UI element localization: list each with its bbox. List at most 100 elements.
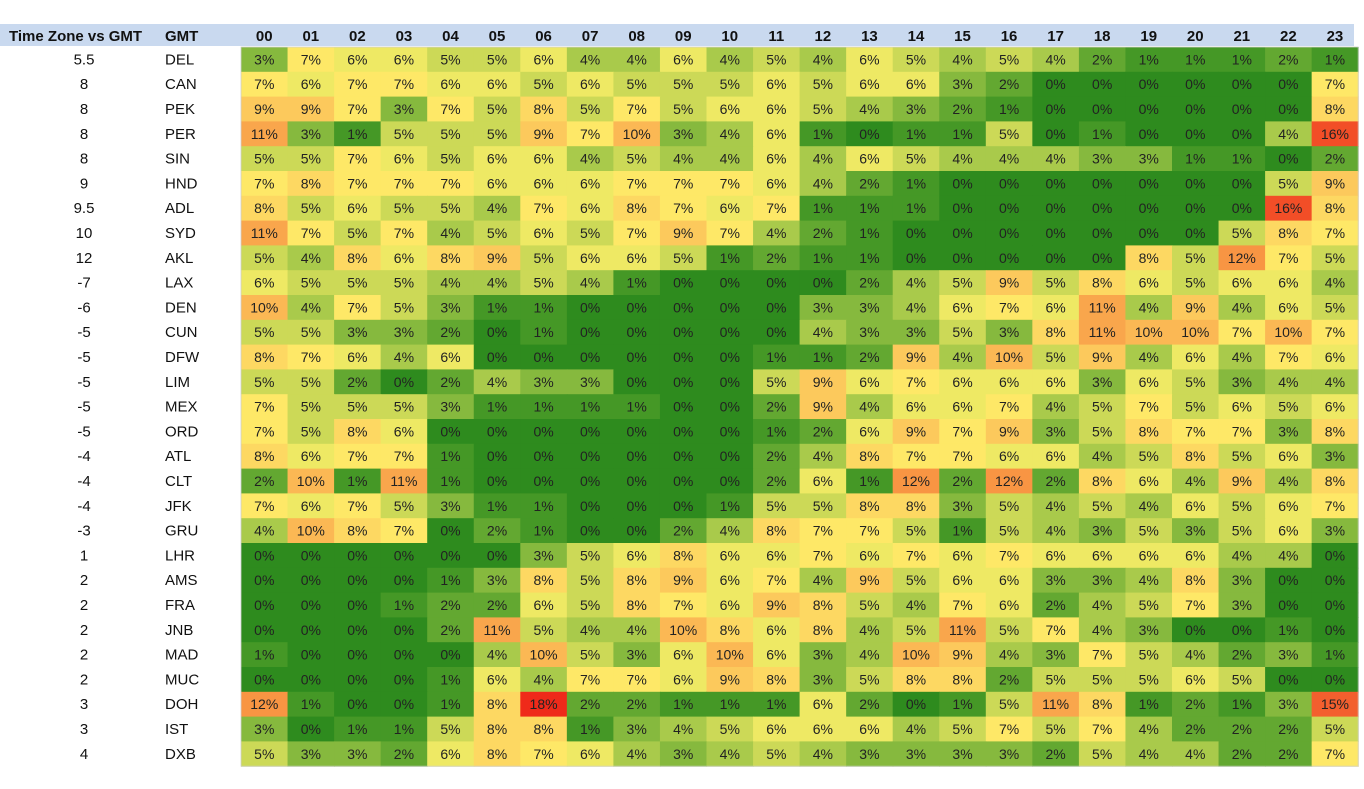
cell-value-label: 12% [902, 473, 930, 489]
cell-value-label: 1% [673, 696, 693, 712]
heatmap-cell [939, 543, 987, 569]
heatmap-cell [846, 146, 894, 172]
cell-value-label: 4% [859, 647, 879, 663]
cell-value-label: 0% [533, 423, 553, 439]
cell-value-label: 0% [1046, 76, 1066, 92]
heatmap-cell [846, 642, 894, 668]
cell-value-label: 1% [487, 498, 507, 514]
heatmap-cell [846, 171, 894, 197]
heatmap-cell [380, 716, 428, 742]
heatmap-cell [1265, 295, 1313, 321]
heatmap-cell [334, 220, 382, 246]
cell-value-label: 2% [440, 374, 460, 390]
heatmap-cell [985, 270, 1033, 296]
heatmap-cell [1032, 121, 1080, 147]
heatmap-cell [706, 369, 754, 395]
heatmap-cell [846, 195, 894, 222]
cell-value-label: 1% [440, 473, 460, 489]
row-airport-code: CLT [165, 473, 192, 490]
heatmap-cell [659, 96, 708, 122]
cell-value-label: 3% [999, 324, 1019, 340]
heatmap-cell [1032, 270, 1080, 296]
row-airport-code: ADL [165, 200, 194, 217]
cell-value-label: 0% [347, 696, 367, 712]
heatmap-cell [613, 667, 661, 693]
heatmap-cell [706, 245, 754, 271]
heatmap-cell [985, 71, 1033, 98]
heatmap-cell [1032, 369, 1080, 395]
cell-value-label: 7% [1278, 250, 1298, 266]
heatmap-cell [427, 716, 475, 742]
heatmap-cell [1172, 47, 1220, 73]
cell-value-label: 7% [1325, 498, 1345, 514]
cell-value-label: 5% [301, 399, 321, 415]
heatmap-cell [985, 493, 1033, 519]
cell-value-label: 0% [1325, 622, 1345, 638]
row-airport-code: DEN [165, 299, 197, 316]
heatmap-cell [287, 146, 335, 172]
heatmap-cell [1218, 691, 1266, 718]
heatmap-cell [1125, 741, 1173, 767]
cell-value-label: 3% [999, 746, 1019, 762]
heatmap-cell [939, 592, 987, 618]
cell-value-label: 1% [533, 324, 553, 340]
cell-value-label: 3% [1232, 374, 1252, 390]
cell-value-label: 0% [1046, 200, 1066, 216]
cell-value-label: 2% [766, 473, 786, 489]
heatmap-cell [985, 121, 1033, 147]
heatmap-cell [1172, 493, 1220, 519]
cell-value-label: 0% [254, 547, 274, 563]
cell-value-label: 0% [394, 572, 414, 588]
heatmap-cell [846, 344, 894, 370]
heatmap-cell [1078, 295, 1127, 321]
cell-value-label: 5% [627, 76, 647, 92]
cell-value-label: 0% [1232, 175, 1252, 191]
heatmap-cell [566, 592, 614, 618]
heatmap-cell [799, 493, 847, 519]
cell-value-label: 9% [254, 101, 274, 117]
heatmap-cell [566, 295, 614, 321]
heatmap-cell [939, 716, 987, 742]
heatmap-cell [1265, 47, 1313, 73]
column-header: 10 [721, 28, 738, 45]
heatmap-cell [706, 642, 754, 668]
row-timezone-label: 9 [80, 175, 88, 192]
cell-value-label: 7% [999, 547, 1019, 563]
cell-value-label: 5% [952, 275, 972, 291]
cell-value-label: 7% [1325, 225, 1345, 241]
cell-value-label: 1% [952, 696, 972, 712]
cell-value-label: 6% [859, 76, 879, 92]
cell-value-label: 4% [720, 746, 740, 762]
cell-value-label: 9% [1325, 175, 1345, 191]
heatmap-cell [706, 468, 754, 494]
heatmap-cell [287, 319, 335, 346]
cell-value-label: 9% [766, 597, 786, 613]
heatmap-cell [334, 344, 382, 370]
cell-value-label: 1% [347, 721, 367, 737]
cell-value-label: 5% [999, 622, 1019, 638]
cell-value-label: 0% [487, 423, 507, 439]
heatmap-cell [287, 617, 335, 643]
heatmap-cell [520, 691, 568, 718]
cell-value-label: 9% [906, 423, 926, 439]
heatmap-cell [287, 171, 335, 197]
cell-value-label: 6% [1278, 523, 1298, 539]
cell-value-label: 9% [487, 250, 507, 266]
heatmap-cell [1265, 344, 1313, 370]
row-timezone-label: 10 [76, 225, 93, 242]
cell-value-label: 6% [1278, 498, 1298, 514]
cell-value-label: 0% [1046, 225, 1066, 241]
heatmap-cell [706, 617, 754, 643]
heatmap-cell [799, 419, 847, 445]
heatmap-cell [427, 543, 475, 569]
cell-value-label: 0% [1185, 175, 1205, 191]
heatmap-cell [1172, 419, 1220, 445]
cell-value-label: 6% [394, 151, 414, 167]
cell-value-label: 9% [859, 572, 879, 588]
heatmap-cell [613, 518, 661, 544]
cell-value-label: 10% [1274, 324, 1302, 340]
heatmap-cell [939, 71, 987, 98]
cell-value-label: 6% [580, 200, 600, 216]
cell-value-label: 6% [813, 721, 833, 737]
